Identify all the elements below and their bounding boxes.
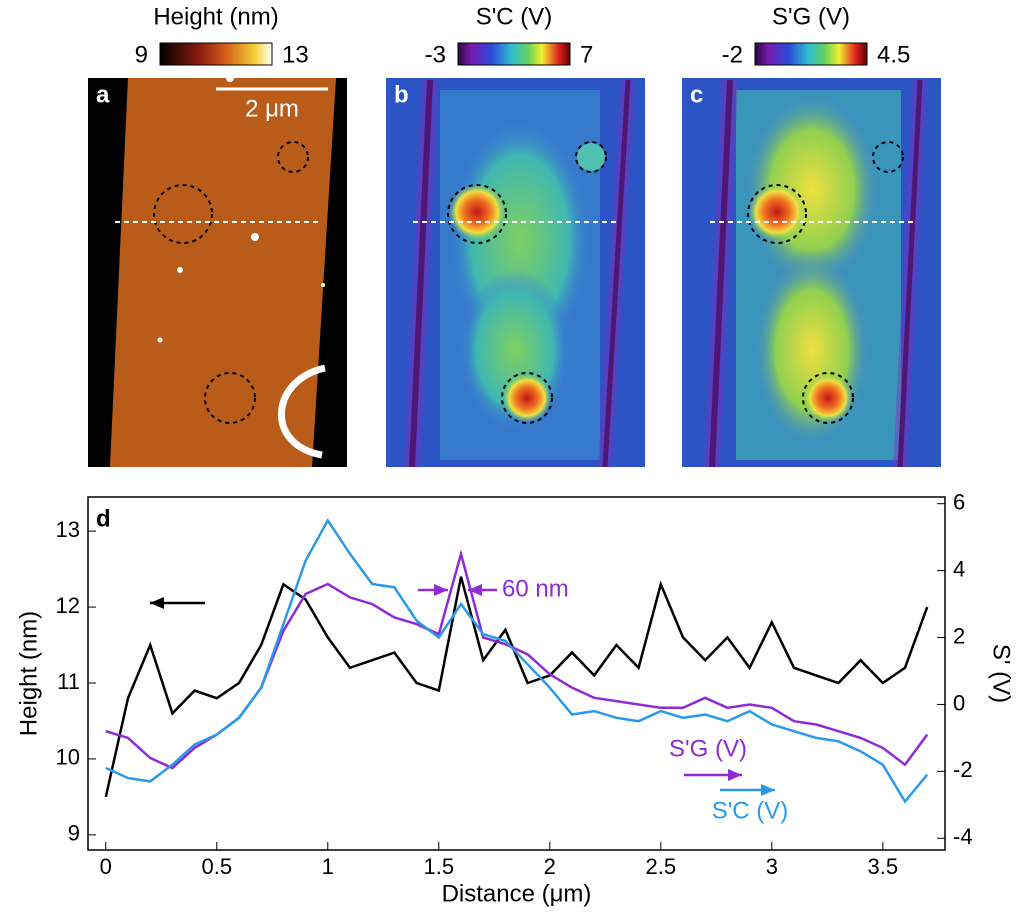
panel-label: a [96, 81, 110, 108]
y-tick-label: 10 [56, 745, 80, 770]
arrow-head [434, 584, 448, 596]
arrow-head [728, 769, 742, 781]
arrow-head [761, 784, 775, 796]
y-axis-label: Height (nm) [15, 611, 42, 736]
x-tick-label: 0.5 [201, 854, 232, 879]
colorbar-min: -2 [722, 41, 743, 68]
y-tick-label: 9 [68, 821, 80, 846]
image-b [386, 78, 645, 468]
arrow-head [468, 584, 482, 596]
series-line [104, 576, 929, 798]
plot-frame [87, 496, 946, 851]
series-label: S'G (V) [669, 735, 747, 762]
x-tick-label: 3 [766, 854, 778, 879]
colorbar-title: Height (nm) [153, 3, 278, 30]
x-tick-label: 0 [100, 854, 112, 879]
y-tick-label: 11 [57, 669, 80, 694]
colorbar-max: 13 [282, 41, 309, 68]
scale-bar-label: 2 μm [245, 95, 299, 122]
colorbar [159, 42, 273, 66]
colorbar-min: -3 [425, 41, 446, 68]
panel-label: d [96, 505, 111, 532]
colorbar-title: S'G (V) [772, 3, 850, 30]
y2-axis-label: S' (V) [988, 644, 1015, 703]
y2-tick-label: 2 [953, 623, 965, 648]
series-line [105, 517, 929, 804]
x-tick-label: 1.5 [423, 854, 454, 879]
colorbar-max: 7 [580, 41, 593, 68]
y2-tick-label: 0 [953, 690, 965, 715]
y2-tick-label: -2 [953, 757, 973, 782]
colorbar [754, 42, 868, 66]
x-tick-label: 2.5 [646, 854, 677, 879]
colorbar-title: S'C (V) [476, 3, 553, 30]
colorbar [457, 42, 571, 66]
x-tick-label: 1 [322, 854, 334, 879]
x-tick-label: 3.5 [868, 854, 899, 879]
y-tick-label: 13 [56, 517, 80, 542]
x-axis-label: Distance (μm) [442, 880, 592, 907]
image-c [682, 78, 941, 468]
series-label: S'C (V) [712, 797, 789, 824]
y2-tick-label: -4 [953, 824, 973, 849]
panel-label: b [394, 81, 409, 108]
annotation: 60 nm [502, 575, 569, 602]
y-tick-label: 12 [56, 593, 80, 618]
x-tick-label: 2 [544, 854, 556, 879]
panel-label: c [690, 81, 703, 108]
y2-tick-label: 4 [953, 556, 965, 581]
arrow-head [150, 597, 164, 609]
y2-tick-label: 6 [953, 490, 965, 515]
colorbar-max: 4.5 [877, 41, 910, 68]
colorbar-min: 9 [135, 41, 148, 68]
image-a [88, 74, 347, 467]
